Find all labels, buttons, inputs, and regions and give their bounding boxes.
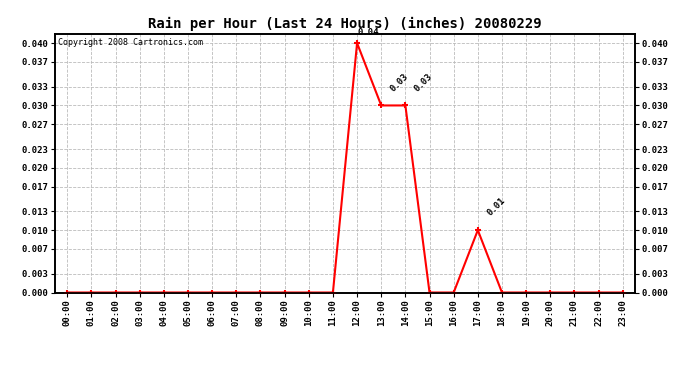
Text: 0.01: 0.01 xyxy=(485,196,506,217)
Title: Rain per Hour (Last 24 Hours) (inches) 20080229: Rain per Hour (Last 24 Hours) (inches) 2… xyxy=(148,17,542,31)
Text: 0.03: 0.03 xyxy=(388,71,410,93)
Text: Copyright 2008 Cartronics.com: Copyright 2008 Cartronics.com xyxy=(58,38,203,46)
Text: 0.03: 0.03 xyxy=(413,71,434,93)
Text: 0.04: 0.04 xyxy=(357,28,379,37)
